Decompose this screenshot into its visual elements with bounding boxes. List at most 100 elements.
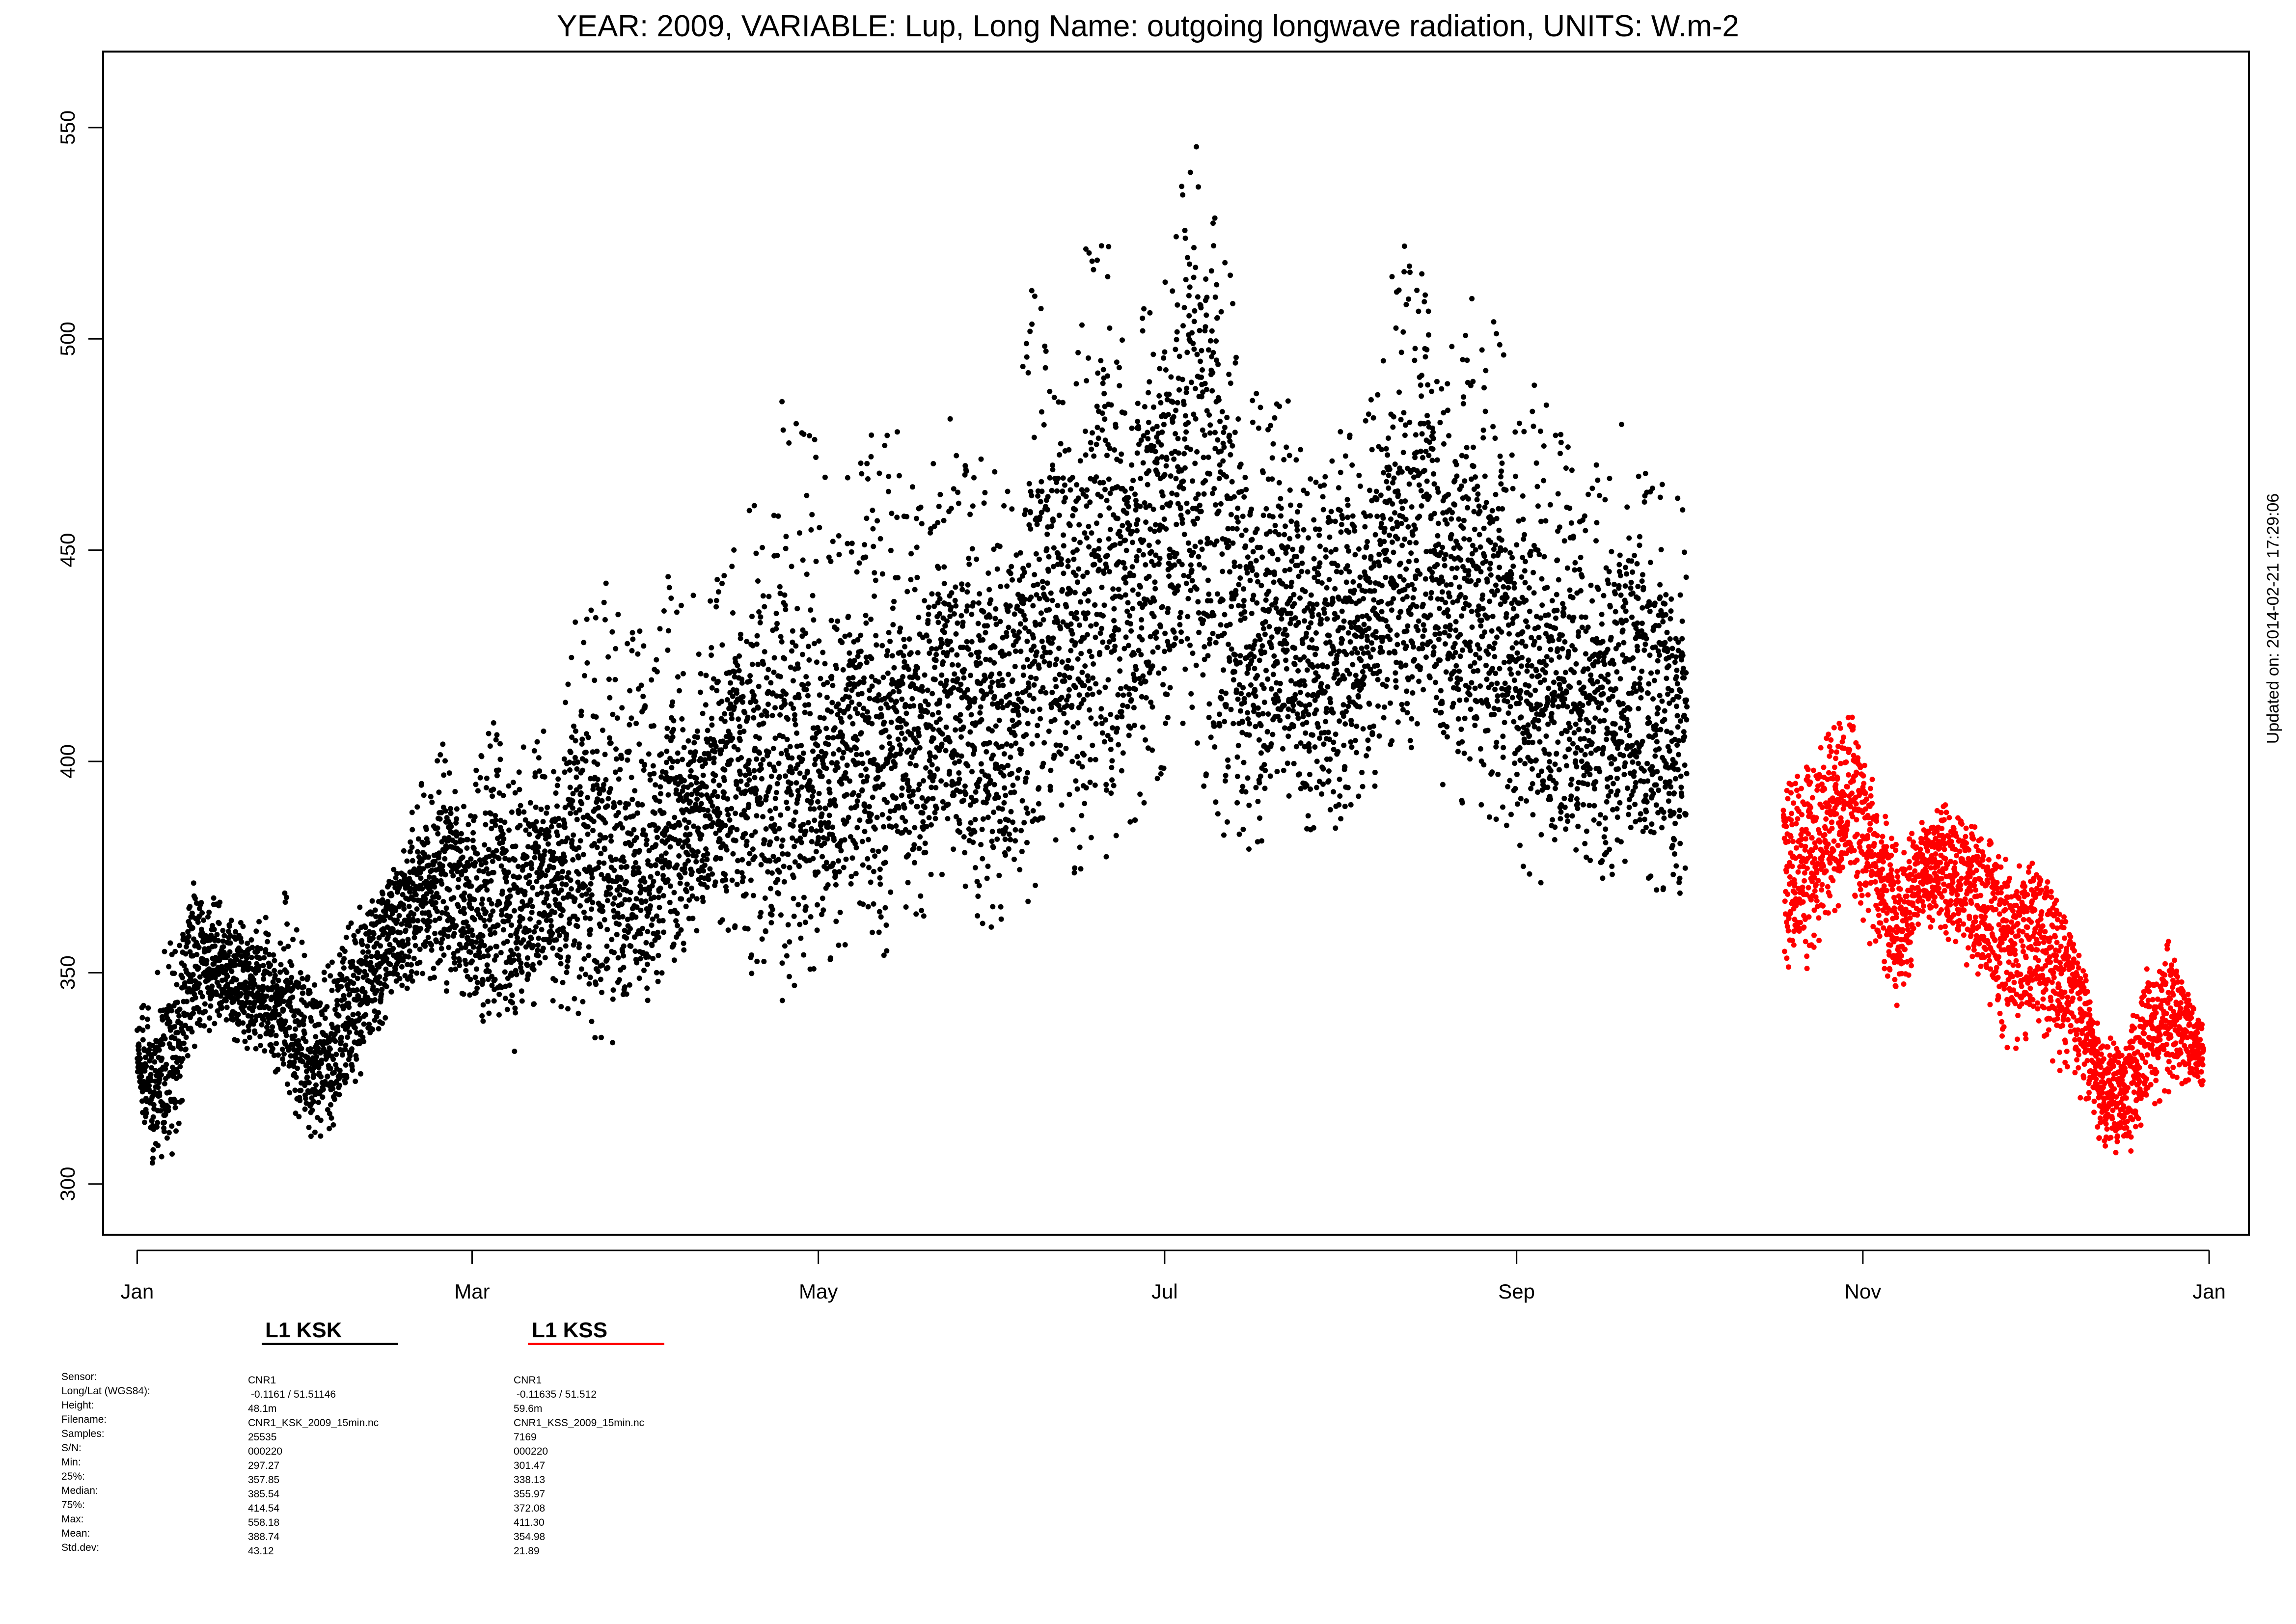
data-point [923,849,929,855]
data-point [932,754,938,760]
data-point [642,879,648,885]
data-point [525,955,530,961]
data-point [886,815,892,821]
data-point [181,1040,187,1046]
data-point [710,803,715,809]
data-point [355,928,361,934]
data-point [252,981,258,987]
data-point [829,700,835,705]
data-point [578,790,584,796]
data-point [977,660,983,666]
data-point [667,844,673,850]
data-point [182,980,188,986]
data-point [712,879,718,885]
data-point [524,854,530,860]
data-point [567,785,573,790]
data-point [713,597,719,603]
data-point [874,642,879,648]
data-point [855,710,860,716]
data-point [881,719,887,725]
data-point [864,659,870,665]
data-point [722,711,728,717]
data-point [700,772,706,778]
data-point [682,870,688,876]
data-point [313,1034,319,1040]
data-point [253,928,259,934]
data-point [762,838,768,843]
data-point [789,564,794,569]
data-point [912,825,918,831]
data-point [653,782,658,788]
data-point [906,747,912,753]
data-point [922,805,928,811]
data-point [528,897,534,903]
data-point [821,715,827,721]
data-point [652,810,658,816]
data-point [342,948,348,954]
data-point [758,910,764,916]
data-point [793,780,799,786]
data-point [474,966,479,972]
data-point [1005,817,1011,823]
data-point [835,765,841,771]
data-point [944,618,950,624]
data-point [637,956,643,962]
data-point [671,727,676,732]
data-point [403,927,409,933]
data-point [426,854,432,860]
data-point [674,609,680,615]
data-point [612,803,618,809]
data-point [295,1065,301,1071]
data-point [401,906,407,912]
data-point [298,1087,304,1093]
data-point [793,421,799,427]
data-point [621,953,627,959]
data-point [261,998,267,1003]
data-point [641,767,647,773]
data-point [970,600,976,606]
data-point [428,889,434,894]
data-point [539,927,545,933]
data-point [481,918,487,923]
data-point [563,700,568,705]
data-point [866,837,871,842]
data-point [370,984,376,990]
data-point [446,887,452,893]
data-point [190,972,196,977]
data-point [831,797,837,803]
data-point [685,858,691,864]
data-point [820,907,826,913]
data-point [574,774,579,780]
data-point [760,757,766,762]
data-point [427,919,433,924]
data-point [923,765,929,771]
data-point [761,959,767,964]
data-point [450,917,456,922]
data-point [460,854,465,860]
data-point [558,913,564,919]
data-point [592,1035,598,1041]
data-point [957,789,963,795]
data-point [795,665,801,671]
data-point [879,744,885,750]
data-point [858,632,864,638]
data-point [315,1045,321,1051]
data-point [842,942,848,947]
data-point [919,908,925,914]
data-point [296,1038,301,1044]
data-point [978,842,984,847]
data-point [461,906,467,912]
data-point [593,981,599,987]
data-point [836,858,841,864]
data-point [906,829,912,835]
data-point [305,974,311,980]
data-point [851,790,857,796]
data-point [201,1023,207,1029]
data-point [915,665,921,671]
data-point [261,976,267,982]
data-point [860,862,866,868]
data-point [778,912,784,918]
data-point [389,893,395,898]
data-point [957,718,963,724]
data-point [708,598,713,604]
